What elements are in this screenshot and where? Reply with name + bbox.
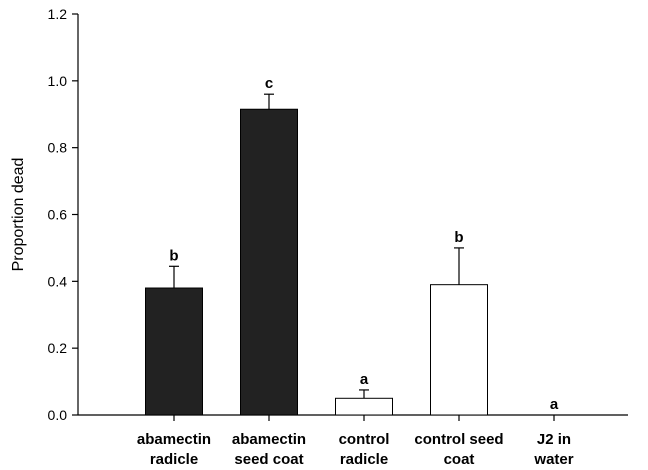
- error-bars: [169, 93, 464, 399]
- significance-labels: b c a b a: [169, 75, 558, 413]
- x-tick-label: abamectin: [137, 431, 211, 448]
- significance-label: b: [454, 229, 463, 246]
- significance-label: b: [169, 247, 178, 264]
- x-tick-label: radicle: [340, 451, 388, 468]
- significance-label: a: [360, 371, 369, 388]
- y-axis: 0.0 0.2 0.4 0.6 0.8 1.0 1.2: [48, 6, 79, 423]
- y-tick-label: 0.8: [48, 140, 68, 156]
- y-tick-label: 1.0: [48, 73, 68, 89]
- x-tick-label: radicle: [150, 451, 198, 468]
- x-tick-label: seed coat: [234, 451, 303, 468]
- bar: [240, 108, 298, 416]
- x-tick-label: abamectin: [232, 431, 306, 448]
- x-tick-label: control: [339, 431, 390, 448]
- y-tick-label: 0.6: [48, 207, 68, 223]
- y-tick-label: 0.4: [48, 273, 68, 289]
- bar: [335, 397, 393, 416]
- x-tick-label: coat: [444, 451, 475, 468]
- y-tick-label: 1.2: [48, 6, 68, 22]
- x-tick-label: water: [533, 451, 573, 468]
- y-tick-label: 0.2: [48, 340, 68, 356]
- bar: [145, 287, 203, 416]
- y-tick-label: 0.0: [48, 407, 68, 423]
- x-tick-label: J2 in: [537, 431, 571, 448]
- bar: [430, 284, 488, 416]
- significance-label: c: [265, 75, 273, 92]
- x-axis: [78, 414, 628, 421]
- category-labels: abamectin radicle abamectin seed coat contro…: [137, 431, 574, 468]
- bars: [145, 108, 488, 416]
- y-axis-title: Proportion dead: [10, 158, 27, 272]
- significance-label: a: [550, 396, 559, 413]
- x-tick-label: control seed: [414, 431, 503, 448]
